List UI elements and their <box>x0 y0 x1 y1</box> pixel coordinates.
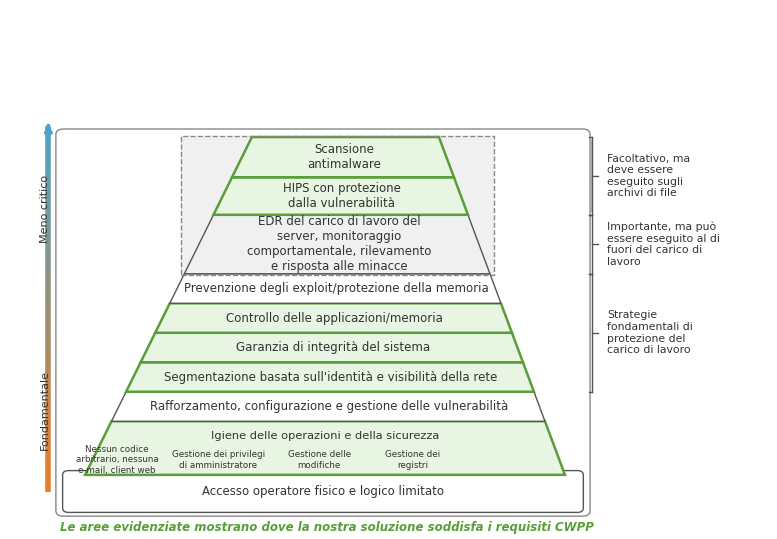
Text: Nessun codice
arbitrario, nessuna
e-mail, client web: Nessun codice arbitrario, nessuna e-mail… <box>76 445 159 475</box>
Bar <box>180 136 493 275</box>
Text: Prevenzione degli exploit/protezione della memoria: Prevenzione degli exploit/protezione del… <box>184 282 489 295</box>
Polygon shape <box>184 215 490 274</box>
Text: Gestione dei
registri: Gestione dei registri <box>385 450 441 469</box>
Text: Gestione dei privilegi
di amministratore: Gestione dei privilegi di amministratore <box>172 450 265 469</box>
Text: Fondamentale: Fondamentale <box>40 370 50 450</box>
Text: Garanzia di integrità del sistema: Garanzia di integrità del sistema <box>235 341 430 354</box>
Text: Facoltativo, ma
deve essere
eseguito sugli
archivi di file: Facoltativo, ma deve essere eseguito sug… <box>608 154 691 198</box>
Text: Igiene delle operazioni e della sicurezza: Igiene delle operazioni e della sicurezz… <box>211 431 439 441</box>
Text: Gestione delle
modifiche: Gestione delle modifiche <box>287 450 350 469</box>
Polygon shape <box>214 177 468 215</box>
Text: Segmentazione basata sull'identità e visibilità della rete: Segmentazione basata sull'identità e vis… <box>164 370 497 384</box>
Text: Le aree evidenziate mostrano dove la nostra soluzione soddisfa i requisiti CWPP: Le aree evidenziate mostrano dove la nos… <box>60 521 594 535</box>
Polygon shape <box>170 274 501 303</box>
Polygon shape <box>126 362 534 392</box>
Polygon shape <box>141 333 523 362</box>
FancyBboxPatch shape <box>63 471 584 513</box>
Text: EDR del carico di lavoro del
server, monitoraggio
comportamentale, rilevamento
e: EDR del carico di lavoro del server, mon… <box>247 215 431 273</box>
Text: Importante, ma può
essere eseguito al di
fuori del carico di
lavoro: Importante, ma può essere eseguito al di… <box>608 222 720 267</box>
Text: Rafforzamento, configurazione e gestione delle vulnerabilità: Rafforzamento, configurazione e gestione… <box>150 400 508 413</box>
Polygon shape <box>232 137 454 177</box>
Text: HIPS con protezione
dalla vulnerabilità: HIPS con protezione dalla vulnerabilità <box>283 182 401 210</box>
Polygon shape <box>155 303 512 333</box>
Text: Strategie
fondamentali di
protezione del
carico di lavoro: Strategie fondamentali di protezione del… <box>608 310 693 355</box>
Text: Scansione
antimalware: Scansione antimalware <box>307 143 382 171</box>
Text: Accesso operatore fisico e logico limitato: Accesso operatore fisico e logico limita… <box>202 485 444 498</box>
Text: Controllo delle applicazioni/memoria: Controllo delle applicazioni/memoria <box>226 312 443 324</box>
Polygon shape <box>85 421 565 475</box>
Text: Meno critico: Meno critico <box>40 175 50 243</box>
FancyBboxPatch shape <box>180 136 493 275</box>
Polygon shape <box>112 392 545 421</box>
